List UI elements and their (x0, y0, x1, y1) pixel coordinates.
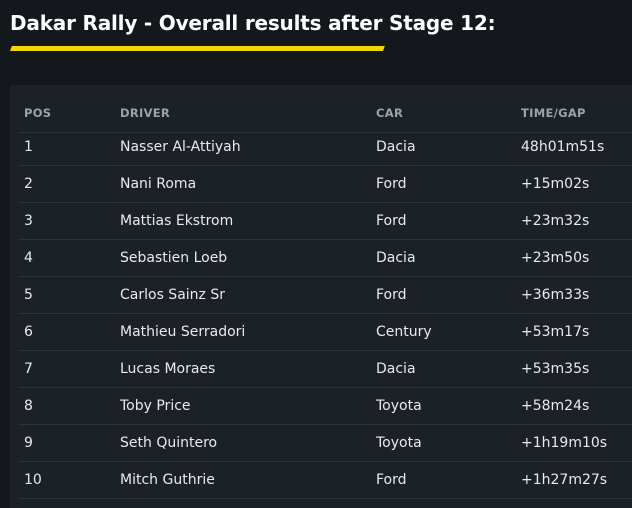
row-pos: 7 (24, 361, 33, 377)
row-pos: 3 (24, 213, 33, 229)
table-row: 4 Sebastien Loeb Dacia +23m50s (18, 240, 632, 277)
header-driver: DRIVER (120, 106, 171, 120)
row-car: Ford (376, 176, 407, 192)
row-car: Ford (376, 213, 407, 229)
row-driver: Mattias Ekstrom (120, 213, 234, 229)
row-time-gap: +36m33s (521, 287, 590, 303)
row-driver: Nani Roma (120, 176, 197, 192)
title-underline (10, 46, 385, 51)
row-pos: 8 (24, 398, 33, 414)
row-time-gap: +1h27m27s (521, 472, 608, 488)
row-pos: 1 (24, 139, 33, 155)
row-time-gap: +53m35s (521, 361, 590, 377)
row-car: Dacia (376, 139, 416, 155)
table-row: 8 Toby Price Toyota +58m24s (18, 388, 632, 425)
row-driver: Mathieu Serradori (120, 324, 246, 340)
table-row: 6 Mathieu Serradori Century +53m17s (18, 314, 632, 351)
table-row: 9 Seth Quintero Toyota +1h19m10s (18, 425, 632, 462)
row-driver: Mitch Guthrie (120, 472, 215, 488)
row-car: Century (376, 324, 432, 340)
row-driver: Carlos Sainz Sr (120, 287, 225, 303)
row-driver: Nasser Al-Attiyah (120, 139, 241, 155)
row-car: Toyota (376, 398, 422, 414)
row-time-gap: +58m24s (521, 398, 590, 414)
header-car: CAR (376, 106, 404, 120)
table-row: 3 Mattias Ekstrom Ford +23m32s (18, 203, 632, 240)
table-row: 1 Nasser Al-Attiyah Dacia 48h01m51s (18, 129, 632, 166)
row-car: Ford (376, 287, 407, 303)
row-time-gap: +1h19m10s (521, 435, 608, 451)
row-pos: 9 (24, 435, 33, 451)
table-row: 5 Carlos Sainz Sr Ford +36m33s (18, 277, 632, 314)
row-driver: Sebastien Loeb (120, 250, 228, 266)
row-car: Dacia (376, 361, 416, 377)
table-row: 7 Lucas Moraes Dacia +53m35s (18, 351, 632, 388)
table-row: 10 Mitch Guthrie Ford +1h27m27s (18, 462, 632, 499)
row-time-gap: +15m02s (521, 176, 590, 192)
row-driver: Seth Quintero (120, 435, 218, 451)
row-time-gap: +23m32s (521, 213, 590, 229)
row-pos: 10 (24, 472, 42, 488)
table-row: 2 Nani Roma Ford +15m02s (18, 166, 632, 203)
header-pos: POS (24, 106, 52, 120)
row-pos: 6 (24, 324, 33, 340)
row-car: Dacia (376, 250, 416, 266)
page-title: Dakar Rally - Overall results after Stag… (10, 11, 496, 35)
row-time-gap: +53m17s (521, 324, 590, 340)
row-driver: Lucas Moraes (120, 361, 216, 377)
row-time-gap: 48h01m51s (521, 139, 605, 155)
row-pos: 4 (24, 250, 33, 266)
row-car: Toyota (376, 435, 422, 451)
results-table: POS DRIVER CAR TIME/GAP 1 Nasser Al-Atti… (10, 85, 632, 508)
row-pos: 5 (24, 287, 33, 303)
row-pos: 2 (24, 176, 33, 192)
row-driver: Toby Price (120, 398, 191, 414)
row-time-gap: +23m50s (521, 250, 590, 266)
table-header-row: POS DRIVER CAR TIME/GAP (18, 89, 632, 133)
row-car: Ford (376, 472, 407, 488)
header-time-gap: TIME/GAP (521, 106, 586, 120)
